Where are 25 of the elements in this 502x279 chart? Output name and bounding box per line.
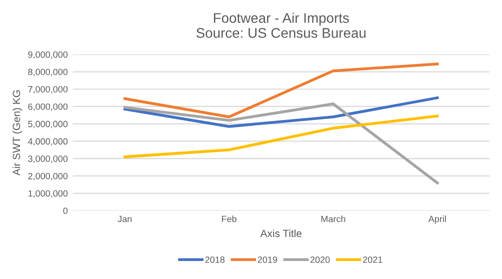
x-axis-title: Axis Title — [260, 229, 302, 238]
x-tick-label: Feb — [222, 216, 236, 222]
y-tick-label: 8,000,000 — [28, 68, 68, 76]
legend-label: 2020 — [310, 256, 330, 263]
legend-label: 2021 — [363, 256, 382, 263]
line-series — [123, 114, 439, 158]
line-series — [123, 62, 439, 118]
legend-label: 2018 — [205, 256, 225, 263]
y-tick-label: 1,000,000 — [28, 190, 68, 198]
legend-label: 2019 — [258, 256, 278, 263]
line-series — [123, 102, 439, 184]
y-tick-label: 5,000,000 — [28, 120, 68, 128]
y-tick-label: 2,000,000 — [28, 172, 68, 180]
y-tick-label: 0 — [63, 208, 68, 214]
x-tick-label: March — [321, 216, 346, 222]
line-series — [123, 96, 439, 128]
y-tick-label: 4,000,000 — [28, 138, 68, 146]
y-tick-label: 3,000,000 — [28, 156, 68, 163]
y-tick-label: 6,000,000 — [28, 103, 68, 111]
y-tick-label: 7,000,000 — [28, 86, 68, 94]
x-tick-label: Jan — [118, 216, 132, 222]
y-tick-label: 9,000,000 — [28, 51, 68, 59]
x-tick-label: April — [428, 216, 446, 224]
chart-title: Footwear - Air Imports Source: US Census Bureau — [196, 12, 366, 38]
y-axis-title: Air SWT (Gen) KG — [12, 90, 22, 176]
